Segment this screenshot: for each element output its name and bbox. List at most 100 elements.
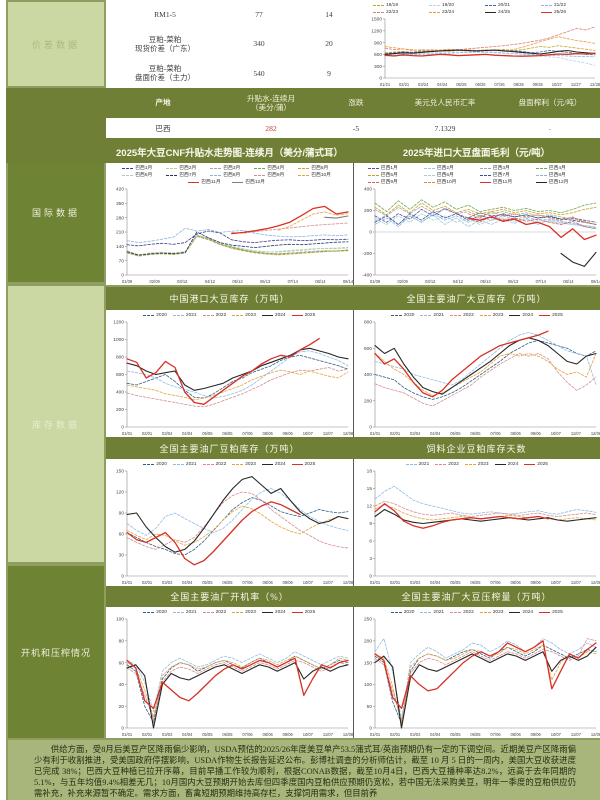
legend-label: 2022 xyxy=(448,462,459,467)
chart-legend: 2020 2021 2022 2023 2024 2025 xyxy=(106,310,353,319)
legend-swatch xyxy=(464,464,476,465)
legend-label: 巴西4月 xyxy=(267,166,285,171)
intl-titles-band: 2025年大豆CNF升贴水走势图-连续月（美分/蒲式耳） 2025年进口大豆盘面… xyxy=(106,140,600,163)
svg-text:09/14: 09/14 xyxy=(343,279,353,284)
legend-label: 18/19 xyxy=(386,3,399,8)
legend-label: 2022 xyxy=(463,610,474,615)
chart-legend: 巴西1月 巴西2月 巴西3月 巴西4月 巴西5月 巴西6月 巴西7月 巴西8月 巴西9月 巴西10… xyxy=(106,163,353,186)
legend-label: 巴西9月 xyxy=(380,180,398,185)
legend-item: 19/20 xyxy=(429,2,479,9)
svg-text:250: 250 xyxy=(363,617,371,623)
svg-text:08/26: 08/26 xyxy=(514,82,525,87)
chart-feedmill-meal-days: 2021 2022 2023 2024 2025 0 3 6 9 12 15 18 01/01 02/01… xyxy=(352,459,600,586)
legend-item: 2023 xyxy=(479,609,504,616)
svg-text:12/08: 12/08 xyxy=(343,732,353,737)
legend-swatch xyxy=(390,315,402,316)
legend-swatch xyxy=(420,612,432,613)
svg-text:09/14: 09/14 xyxy=(590,279,600,284)
inventory-charts-row-2: 2020 2021 2022 2023 2024 2025 0 30 60 90 120 150 01/… xyxy=(106,459,600,586)
legend-label: 巴西2月 xyxy=(436,166,454,171)
legend-swatch xyxy=(232,315,244,316)
legend-item: 巴西7月 xyxy=(166,172,204,179)
legend-label: 巴西1月 xyxy=(380,166,398,171)
svg-text:0: 0 xyxy=(369,574,372,580)
svg-text:6: 6 xyxy=(369,539,372,545)
origin-fx-rate: 7.1329 xyxy=(434,123,456,133)
legend-label: 2023 xyxy=(492,610,504,615)
svg-text:300: 300 xyxy=(374,64,382,70)
svg-text:07/06: 07/06 xyxy=(242,732,253,737)
svg-text:05/13: 05/13 xyxy=(232,279,243,284)
title-crusher-meal-stock: 全国主要油厂豆粕库存（万吨） xyxy=(159,443,300,454)
svg-text:900: 900 xyxy=(374,40,382,46)
svg-text:05/05: 05/05 xyxy=(202,732,213,737)
legend-label: 巴西10月 xyxy=(311,173,331,178)
legend-swatch xyxy=(494,464,506,465)
origin-header-cell: 涨跌 xyxy=(348,98,364,108)
origin-header-cell: 美元兑人民币汇率 xyxy=(414,98,476,108)
legend-item: 2025 xyxy=(291,461,315,468)
spread-table-row: RM1-5 77 14 xyxy=(106,0,364,29)
legend-swatch xyxy=(429,5,440,6)
svg-text:12/08: 12/08 xyxy=(590,732,600,737)
legend-swatch xyxy=(291,315,303,316)
svg-text:12/08: 12/08 xyxy=(590,580,600,585)
legend-item: 23/24 xyxy=(429,9,479,16)
svg-text:03/04: 03/04 xyxy=(162,431,173,436)
legend-swatch xyxy=(539,315,551,316)
svg-text:01/01: 01/01 xyxy=(369,431,380,436)
svg-text:09/06: 09/06 xyxy=(530,431,541,436)
legend-item: 2020 xyxy=(390,609,414,616)
legend-swatch xyxy=(232,182,244,183)
svg-text:03/12: 03/12 xyxy=(425,279,436,284)
svg-text:15: 15 xyxy=(366,486,372,492)
svg-text:120: 120 xyxy=(116,490,124,496)
sp-val: 540 xyxy=(253,68,265,78)
legend-item: 2021 xyxy=(172,461,197,468)
legend-swatch xyxy=(535,175,547,176)
legend-swatch xyxy=(423,168,435,169)
legend-item: 巴西5月 xyxy=(367,172,418,179)
legend-label: 2023 xyxy=(492,313,504,318)
svg-text:12/08: 12/08 xyxy=(590,431,600,436)
legend-item: 2022 xyxy=(435,461,459,468)
svg-text:04/04: 04/04 xyxy=(430,431,441,436)
legend-item: 2024 xyxy=(261,609,286,616)
legend-item: 25/26 xyxy=(541,9,591,16)
legend-item: 2024 xyxy=(509,609,533,616)
price-spread-section: RM1-5 77 14 豆粕-菜粕 现货价差（广东） 340 20 豆粕-菜粕 盘面价差（主… xyxy=(106,0,600,88)
legend-swatch xyxy=(423,175,435,176)
legend-label: 巴西2月 xyxy=(179,166,197,171)
svg-text:04/12: 04/12 xyxy=(205,279,216,284)
legend-label: 2023 xyxy=(245,313,256,318)
legend-swatch xyxy=(509,612,521,613)
svg-text:90: 90 xyxy=(119,511,125,517)
svg-text:02/01: 02/01 xyxy=(142,580,153,585)
svg-text:80: 80 xyxy=(119,639,125,645)
svg-text:09/26: 09/26 xyxy=(533,82,544,87)
legend-item: 2022 xyxy=(202,609,226,616)
svg-text:06/05: 06/05 xyxy=(222,431,233,436)
legend-swatch xyxy=(479,175,491,176)
svg-text:10/07: 10/07 xyxy=(303,580,314,585)
legend-label: 2025 xyxy=(537,462,548,467)
legend-label: 2021 xyxy=(185,462,197,467)
legend-item: 巴西10月 xyxy=(298,172,336,179)
legend-item: 巴西1月 xyxy=(122,165,160,172)
svg-text:0: 0 xyxy=(121,425,124,431)
legend-item: 巴西8月 xyxy=(535,172,586,179)
crush-charts-row: 2020 2021 2022 2023 2024 2025 0 20 40 60 80 100 01/0… xyxy=(106,607,600,738)
svg-text:200: 200 xyxy=(363,208,371,214)
svg-text:11/07: 11/07 xyxy=(570,431,581,436)
svg-text:02/09: 02/09 xyxy=(150,279,161,284)
legend-swatch xyxy=(166,175,178,176)
svg-text:800: 800 xyxy=(363,320,371,326)
legend-item: 2020 xyxy=(143,312,167,319)
legend-swatch xyxy=(232,464,244,465)
svg-text:1000: 1000 xyxy=(113,337,124,343)
sp-val: 340 xyxy=(253,39,265,49)
sp-label: 豆粕-菜粕 盘面价差（主力） xyxy=(135,64,195,83)
legend-label: 2023 xyxy=(245,462,256,467)
svg-text:05/05: 05/05 xyxy=(202,580,213,585)
title-crush-volume: 全国主要油厂大豆压榨量（万吨） xyxy=(401,592,552,602)
